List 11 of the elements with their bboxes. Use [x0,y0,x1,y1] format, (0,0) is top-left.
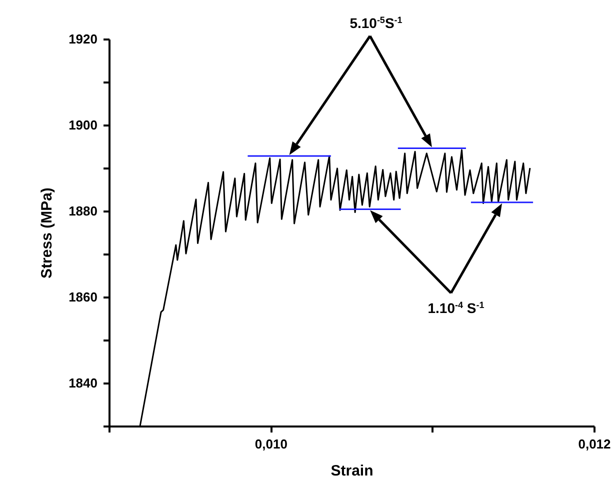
y-tick-label: 1860 [68,290,98,304]
annotation: 1.10$^{-4}$ S$^{-1}$ [428,300,484,316]
x-tick-label: 0,010 [254,436,288,452]
x-axis-title: Strain [330,462,374,480]
text: 5.10$^{-5}$S$^{-1}$ [350,15,402,31]
y-tick-label: 1920 [68,32,98,46]
y-tick-label: 1880 [68,204,98,218]
y-tick-label: 1900 [68,118,98,132]
y-axis-title: Stress (MPa) [38,188,56,278]
y-tick-label: 1840 [68,376,98,390]
x-tick-label: 0,012 [578,436,611,452]
